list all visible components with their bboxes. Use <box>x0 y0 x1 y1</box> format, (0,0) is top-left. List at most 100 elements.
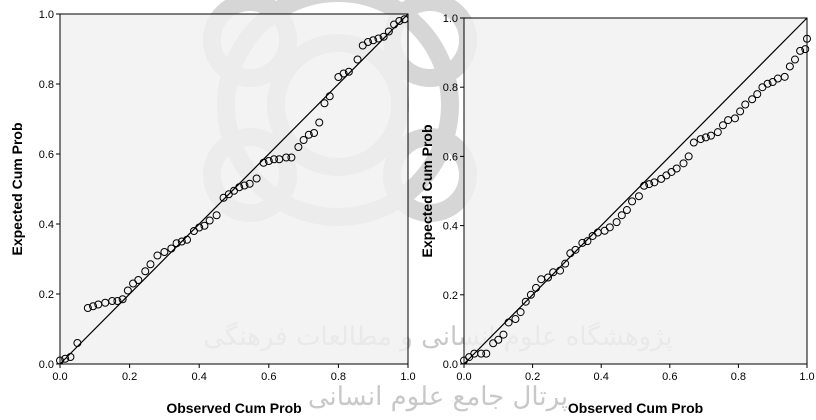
data-point <box>118 295 127 304</box>
data-point <box>718 121 727 130</box>
data-point <box>571 245 580 254</box>
y-tick-label: 0.0 <box>443 359 458 371</box>
data-point <box>134 276 143 284</box>
data-point <box>320 99 329 108</box>
x-tick-label: 0.0 <box>52 371 67 383</box>
data-point <box>499 330 508 339</box>
y-tick-label: 0.4 <box>39 219 54 231</box>
data-point <box>679 159 688 168</box>
data-point <box>628 197 637 206</box>
data-point <box>617 211 626 220</box>
data-point <box>780 72 789 81</box>
data-point <box>61 354 70 363</box>
data-point <box>753 90 762 99</box>
data-point <box>622 206 631 215</box>
data-point <box>634 192 643 201</box>
data-point <box>477 349 486 358</box>
data-point <box>245 179 254 188</box>
data-point <box>294 143 303 151</box>
data-point <box>748 95 757 104</box>
data-point <box>83 304 92 312</box>
data-point <box>526 290 535 299</box>
data-point <box>785 62 794 71</box>
x-tick-label: 0.2 <box>525 371 540 383</box>
data-point <box>240 181 249 190</box>
data-point <box>363 38 372 46</box>
data-point <box>612 218 621 227</box>
data-point <box>325 92 334 101</box>
data-point <box>379 32 388 41</box>
data-point <box>264 157 273 165</box>
y-tick-label: 0.0 <box>39 359 54 371</box>
data-point <box>650 178 659 187</box>
data-point <box>108 297 117 305</box>
y-tick-label: 0.2 <box>39 289 54 301</box>
x-tick-label: 0.0 <box>456 371 471 383</box>
x-tick-label: 0.4 <box>594 371 609 383</box>
data-point <box>153 251 162 260</box>
data-point <box>701 133 710 142</box>
data-point <box>672 164 681 173</box>
data-point <box>803 34 811 43</box>
data-point <box>556 266 565 275</box>
data-point <box>395 17 404 25</box>
data-point <box>123 286 132 295</box>
data-point <box>511 315 520 324</box>
data-point <box>578 238 587 247</box>
y-tick-label: 0.4 <box>443 221 458 233</box>
y-tick-label: 0.8 <box>39 79 54 91</box>
data-point <box>177 237 186 246</box>
data-point <box>315 118 324 127</box>
data-point <box>195 223 204 232</box>
data-point <box>113 297 122 305</box>
data-point <box>344 67 353 76</box>
data-point <box>482 349 491 358</box>
x-tick-label: 1.0 <box>400 371 415 383</box>
x-tick-label: 0.4 <box>192 371 207 383</box>
data-point <box>299 136 308 144</box>
data-point <box>801 45 810 54</box>
reference-line <box>59 13 409 365</box>
x-axis-label: Observed Cum Prob <box>166 400 301 416</box>
data-point <box>167 244 176 253</box>
x-axis-label: Observed Cum Prob <box>568 400 703 416</box>
y-tick-label: 0.2 <box>443 290 458 302</box>
data-point <box>339 69 348 78</box>
y-axis-label: Expected Cum Prob <box>419 124 435 257</box>
data-point <box>235 183 244 192</box>
data-point <box>736 107 745 116</box>
data-point <box>270 155 279 164</box>
x-tick-label: 0.6 <box>662 371 677 383</box>
data-point <box>374 34 383 43</box>
x-tick-label: 0.6 <box>261 371 276 383</box>
data-point <box>494 335 503 344</box>
data-point <box>521 297 530 306</box>
data-point <box>713 128 722 137</box>
data-point <box>205 216 214 225</box>
data-point <box>689 138 698 147</box>
data-point <box>583 237 592 246</box>
data-point <box>200 221 209 230</box>
data-point <box>561 259 570 268</box>
data-point <box>160 248 169 256</box>
data-point <box>73 339 82 347</box>
data-point <box>353 55 362 64</box>
data-point <box>56 356 64 365</box>
data-point <box>544 273 553 282</box>
data-point <box>684 152 693 161</box>
watermark-text-line2: پرتال جامع علوم انسانی <box>308 382 568 412</box>
x-tick-label: 1.0 <box>799 371 814 383</box>
data-point <box>287 153 296 162</box>
data-point <box>183 235 192 244</box>
data-point <box>645 180 654 189</box>
data-point <box>146 260 155 269</box>
data-point <box>696 135 705 144</box>
chart-panel-right: 0.0 0.2 0.4 0.6 0.8 1.0 0.0 0.2 0.4 0.6 0.8 1.0 Obse… <box>419 13 815 416</box>
data-point <box>172 239 181 248</box>
data-point <box>304 130 313 139</box>
y-tick-label: 0.6 <box>39 149 54 161</box>
x-tick-label: 0.2 <box>122 371 137 383</box>
data-point <box>212 211 221 220</box>
y-tick-label: 0.8 <box>443 82 458 94</box>
data-point <box>790 55 799 64</box>
